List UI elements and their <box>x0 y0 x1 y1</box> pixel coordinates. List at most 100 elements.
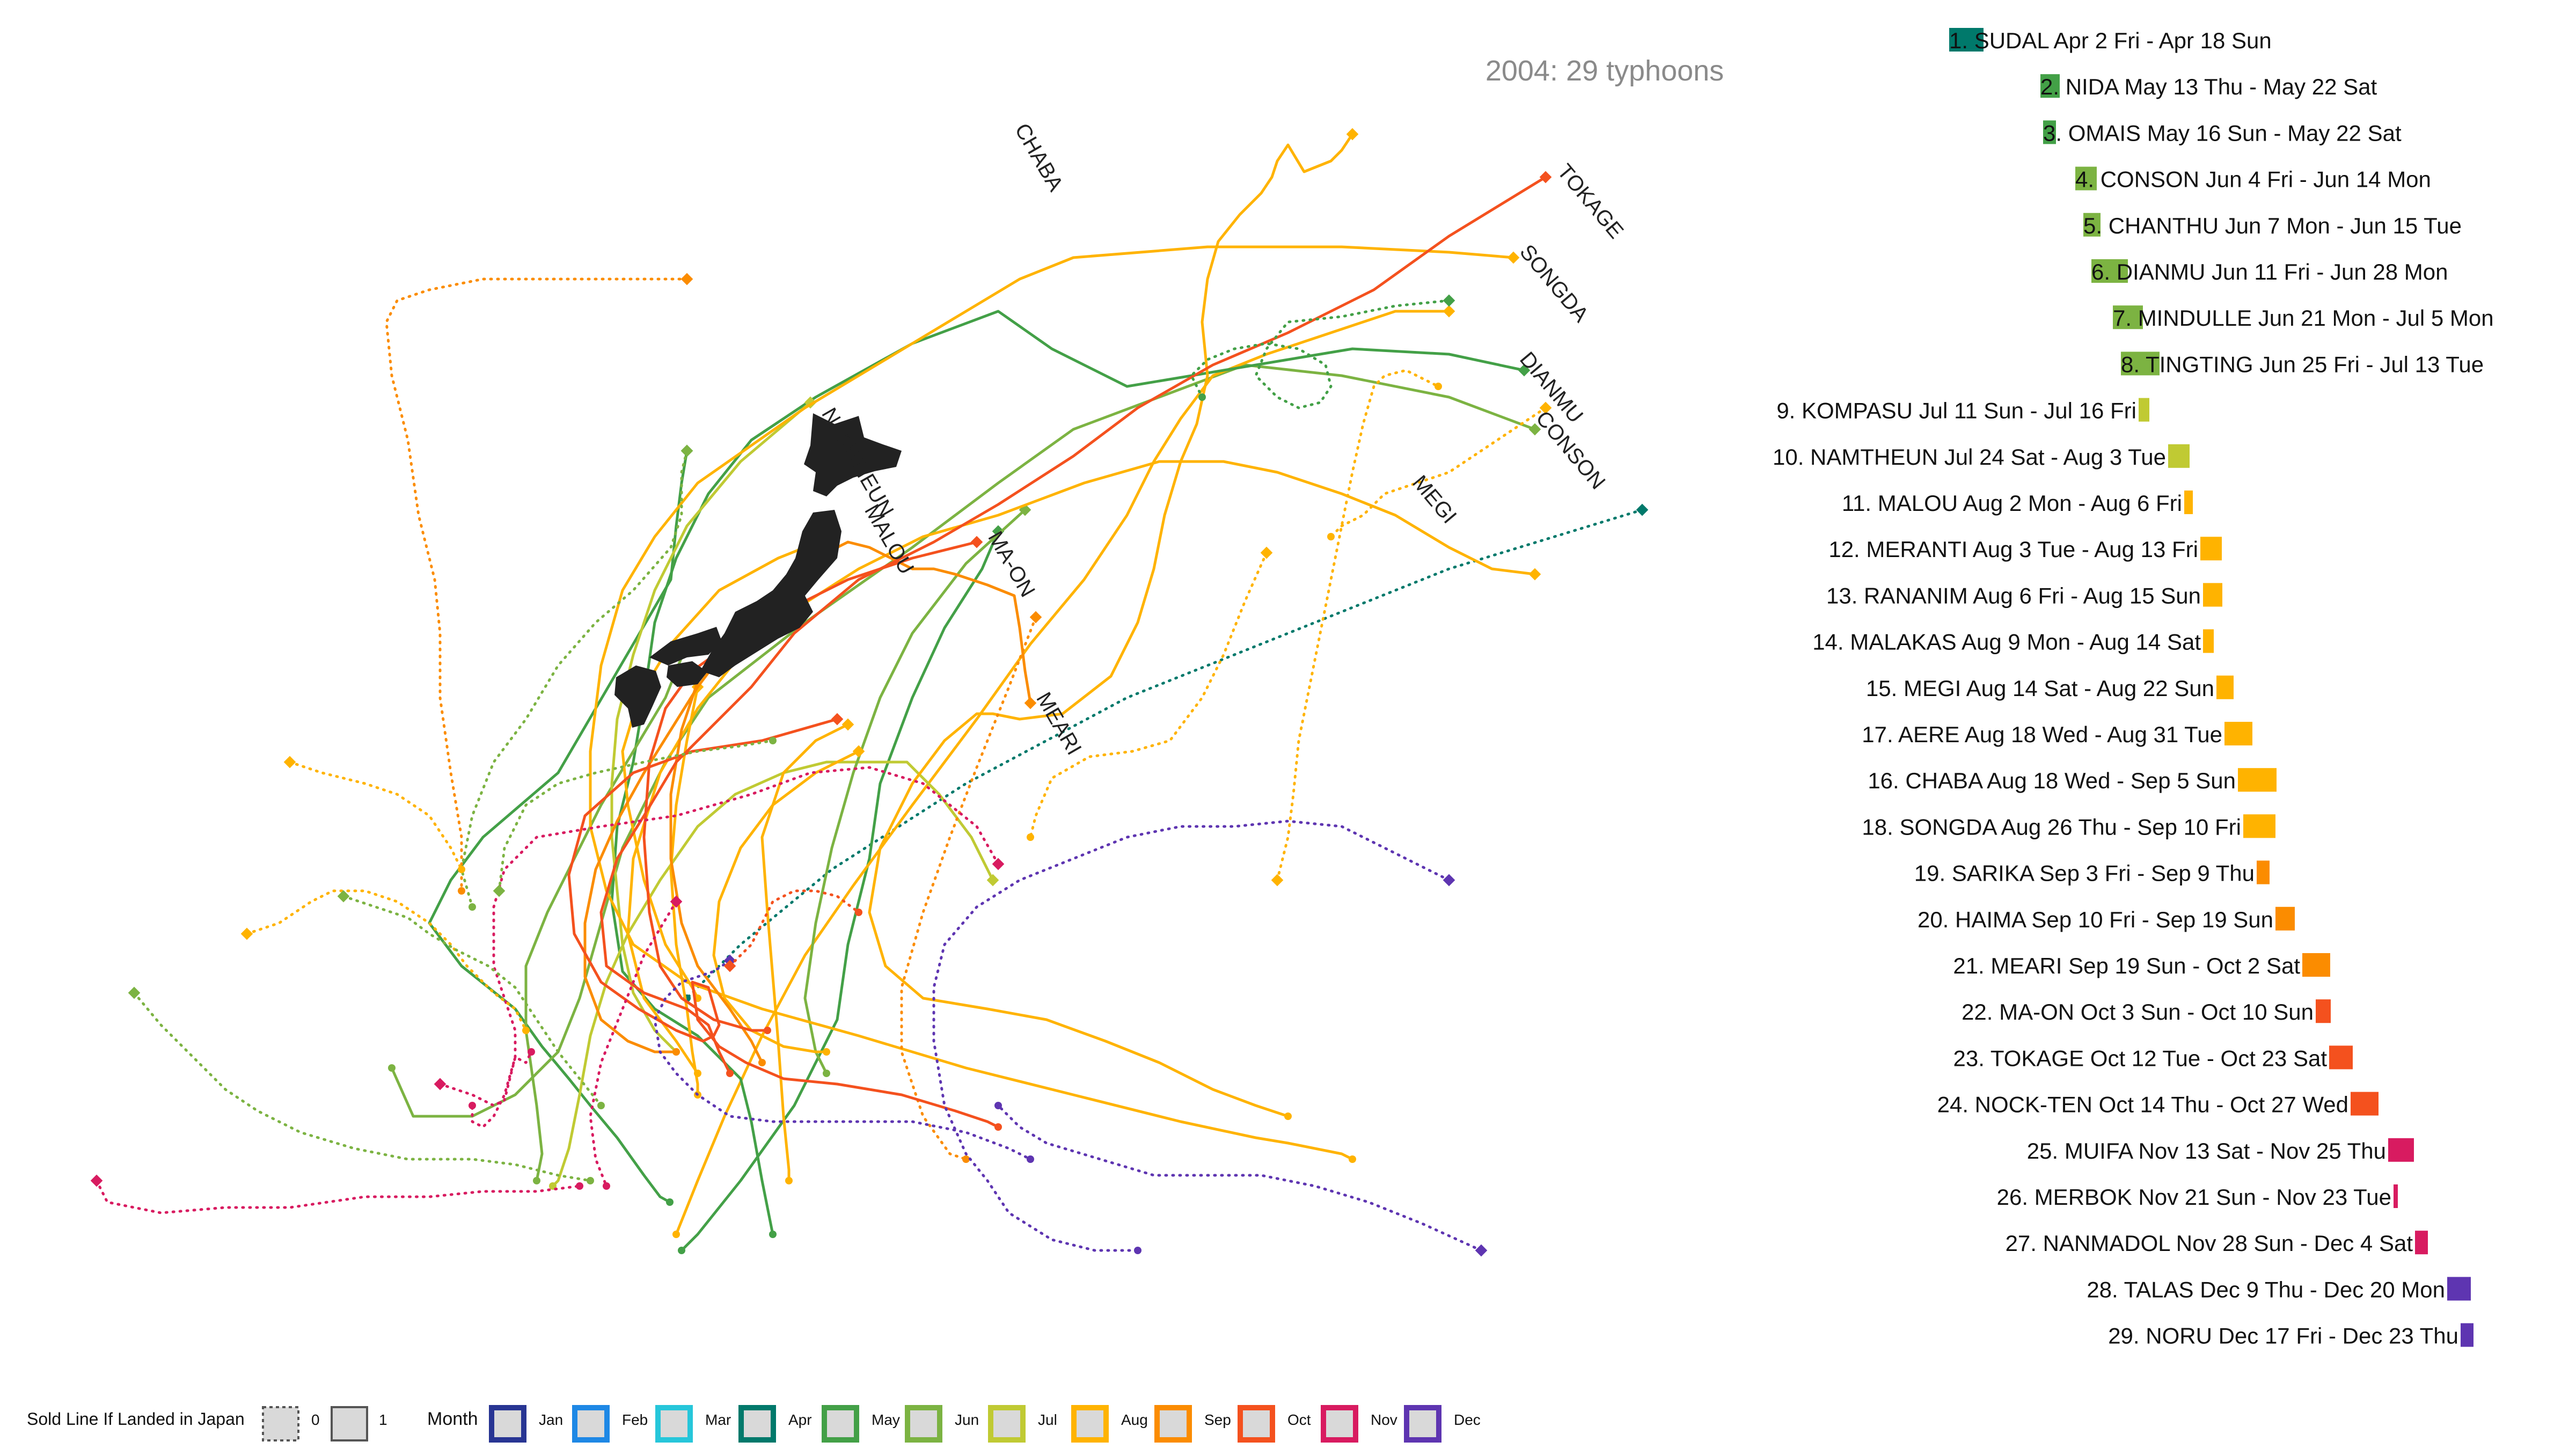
legend-month-label: Aug <box>1121 1411 1148 1428</box>
duration-bar <box>2168 444 2190 468</box>
typhoon-list-label: 16. CHABA Aug 18 Wed - Sep 5 Sun <box>1868 768 2236 793</box>
japan-honshu <box>700 510 841 677</box>
track-start-marker <box>90 1174 103 1187</box>
track-end-marker <box>769 1231 777 1238</box>
track-name-label: MEGI <box>1408 471 1461 529</box>
duration-bar <box>2184 491 2193 514</box>
track-end-marker <box>726 1070 734 1077</box>
typhoon-list-label: 3. OMAIS May 16 Sun - May 22 Sat <box>2043 120 2402 145</box>
duration-bar <box>2257 860 2270 884</box>
map-title: 2004: 29 typhoons <box>1485 55 1724 87</box>
track-start-marker <box>992 525 1005 538</box>
typhoon-list-label: 12. MERANTI Aug 3 Tue - Aug 13 Fri <box>1828 537 2198 562</box>
typhoon-list-label: 7. MINDULLE Jun 21 Mon - Jul 5 Mon <box>2113 305 2494 331</box>
legend-month-swatch <box>489 1405 526 1443</box>
track-end-marker <box>458 887 465 895</box>
duration-bar <box>2329 1045 2353 1070</box>
typhoon-list-item: 8. TINGTING Jun 25 Fri - Jul 13 Tue <box>2121 352 2484 377</box>
track-start-marker <box>1271 874 1284 887</box>
legend-month-label: Dec <box>1454 1411 1481 1428</box>
track-start-marker <box>723 960 736 972</box>
legend-month-swatch <box>822 1405 859 1443</box>
track-start-marker <box>1443 874 1455 887</box>
duration-bar <box>2216 675 2234 699</box>
duration-bar <box>2113 305 2143 330</box>
track-end-marker <box>823 1048 830 1056</box>
legend-month-label: May <box>872 1411 900 1428</box>
typhoon-track <box>1190 299 1451 409</box>
track-name-labels: CONSONDIANMUNAMTHEUNMALOUMEGICHABASONGDA… <box>817 120 1628 759</box>
legend-month-swatch <box>1404 1405 1441 1443</box>
track-start-marker <box>1024 697 1037 709</box>
duration-bar <box>2351 1092 2379 1116</box>
track-end-marker <box>1027 1155 1034 1163</box>
track-end-marker <box>994 1102 1002 1109</box>
typhoon-track <box>497 739 774 892</box>
duration-bar <box>2040 74 2060 98</box>
typhoon-track <box>760 723 850 1182</box>
track-start-marker <box>992 858 1005 870</box>
typhoon-list-item: 5. CHANTHU Jun 7 Mon - Jun 15 Tue <box>2083 213 2462 238</box>
typhoon-list-item: 19. SARIKA Sep 3 Fri - Sep 9 Thu <box>1914 860 2270 886</box>
track-start-marker <box>986 874 999 887</box>
track-end-marker <box>672 1231 680 1238</box>
japan-kyushu <box>614 665 661 728</box>
track-end-marker <box>1327 533 1335 540</box>
duration-bar <box>2075 166 2097 191</box>
typhoon-track <box>1029 551 1268 839</box>
typhoon-list-label: 27. NANMADOL Nov 28 Sun - Dec 4 Sat <box>2006 1231 2413 1256</box>
track-end-marker <box>1198 393 1206 401</box>
track-start-marker <box>852 745 865 758</box>
typhoon-list-item: 15. MEGI Aug 14 Sat - Aug 22 Sun <box>1866 675 2234 701</box>
track-end-marker <box>769 737 777 744</box>
typhoon-track <box>626 460 1536 1075</box>
legend-month-swatch <box>1071 1405 1109 1443</box>
track-start-marker <box>493 884 506 897</box>
legend-month-title: Month <box>427 1409 478 1429</box>
typhoon-list-label: 6. DIANMU Jun 11 Fri - Jun 28 Mon <box>2091 259 2448 284</box>
typhoon-list-item: 29. NORU Dec 17 Fri - Dec 23 Thu <box>2108 1323 2473 1349</box>
track-start-marker <box>670 895 683 908</box>
typhoon-list-label: 8. TINGTING Jun 25 Fri - Jul 13 Tue <box>2121 352 2484 377</box>
track-start-marker <box>970 536 983 548</box>
typhoon-list-label: 9. KOMPASU Jul 11 Sun - Jul 16 Fri <box>1776 398 2136 423</box>
duration-bar <box>2415 1231 2428 1255</box>
typhoon-list-item: 1. SUDAL Apr 2 Fri - Apr 18 Sun <box>1949 28 2272 53</box>
duration-bar <box>2275 906 2295 931</box>
legend-month-swatch <box>655 1405 693 1443</box>
track-end-marker <box>528 1048 535 1056</box>
typhoon-track <box>1276 369 1440 882</box>
track-start-marker <box>240 927 253 940</box>
legend-landed-title: Sold Line If Landed in Japan <box>27 1409 245 1429</box>
typhoon-list-label: 25. MUIFA Nov 13 Sat - Nov 25 Thu <box>2027 1138 2386 1163</box>
duration-bar <box>2243 814 2275 838</box>
track-start-marker <box>283 756 296 769</box>
track-end-marker <box>823 1070 830 1077</box>
typhoon-track <box>288 760 463 871</box>
typhoon-list-label: 14. MALAKAS Aug 9 Mon - Aug 14 Sat <box>1812 630 2201 655</box>
legend-month-label: Nov <box>1371 1411 1397 1428</box>
legend-month-swatch <box>988 1405 1026 1443</box>
typhoon-track <box>900 616 1037 1161</box>
track-end-marker <box>533 1177 540 1184</box>
typhoon-track <box>95 1179 581 1214</box>
japan-hokkaido <box>804 413 902 496</box>
track-start-marker <box>434 1078 447 1091</box>
legend-month-swatch <box>572 1405 610 1443</box>
typhoon-list-item: 21. MEARI Sep 19 Sun - Oct 2 Sat <box>1953 953 2330 978</box>
typhoon-list-item: 23. TOKAGE Oct 12 Tue - Oct 23 Sat <box>1953 1045 2353 1071</box>
track-start-marker <box>1528 568 1541 581</box>
duration-bar <box>2091 259 2128 283</box>
track-end-marker <box>1284 1113 1292 1120</box>
legend-month-label: Jan <box>539 1411 563 1428</box>
typhoon-list-label: 4. CONSON Jun 4 Fri - Jun 14 Mon <box>2075 167 2431 192</box>
typhoon-track <box>728 889 860 968</box>
typhoon-list-label: 5. CHANTHU Jun 7 Mon - Jun 15 Tue <box>2083 213 2462 238</box>
track-end-marker <box>522 1027 530 1034</box>
track-end-marker <box>1027 833 1034 841</box>
typhoon-list-item: 18. SONGDA Aug 26 Thu - Sep 10 Fri <box>1862 814 2275 839</box>
track-start-marker <box>1539 171 1552 184</box>
track-start-marker <box>1346 128 1359 141</box>
track-end-marker <box>388 1064 396 1072</box>
typhoon-list-item: 9. KOMPASU Jul 11 Sun - Jul 16 Fri <box>1776 398 2149 423</box>
